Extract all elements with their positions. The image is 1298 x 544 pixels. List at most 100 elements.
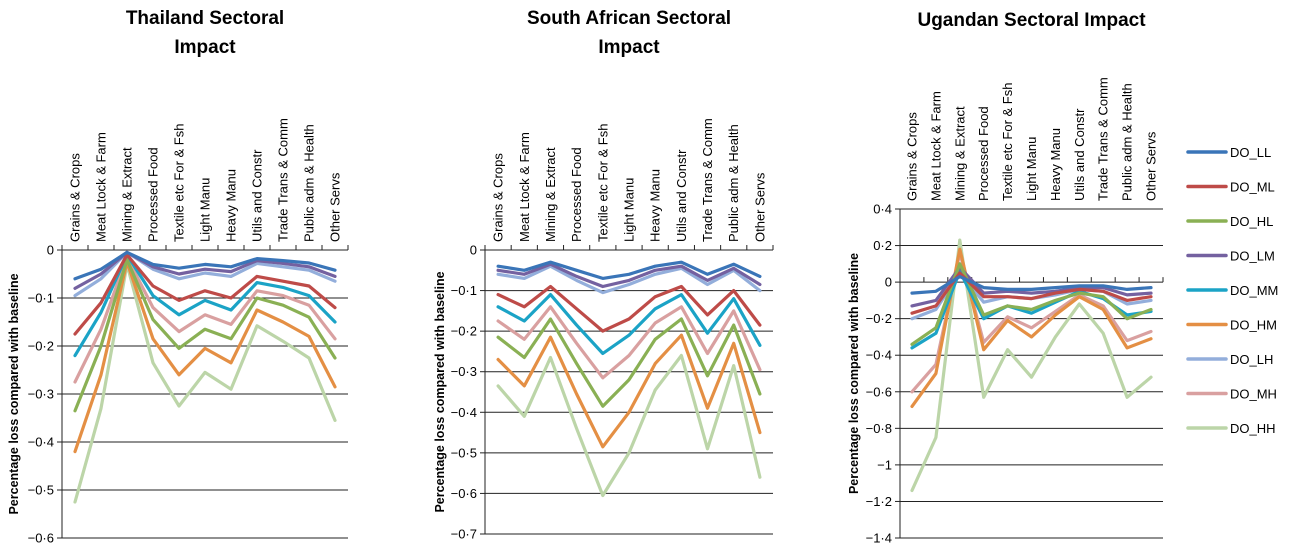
category-label: Trade Trans & Comm	[1096, 77, 1111, 201]
y-tick-label: −0·8	[866, 421, 892, 436]
category-label: Grains & Crops	[491, 153, 506, 242]
category-label: Grains & Crops	[904, 112, 919, 201]
series-line-do-ll	[73, 250, 337, 281]
series-line-do-mh	[910, 251, 1153, 394]
series-line-do-ml	[73, 253, 337, 336]
category-label: Heavy Manu	[224, 169, 239, 242]
category-label: Mining & Extract	[952, 106, 967, 201]
legend-label: DO_ML	[1230, 180, 1275, 195]
category-label: Utils and Constr	[1072, 108, 1087, 201]
legend-label: DO_MM	[1230, 283, 1278, 298]
series-line-do-hm	[73, 260, 337, 454]
category-label: Light Manu	[1024, 137, 1039, 201]
category-label: Textile etc For & Fsh	[1000, 83, 1015, 201]
legend-label: DO_MH	[1230, 387, 1277, 402]
legend-label: DO_HH	[1230, 421, 1276, 436]
category-label: Utils and Constr	[674, 149, 689, 242]
category-label: Light Manu	[622, 178, 637, 242]
y-tick-label: 0·4	[873, 202, 892, 217]
y-tick-label: −0·2	[451, 324, 477, 339]
y-tick-label: −0·4	[451, 405, 477, 420]
series-line-do-mh	[496, 305, 762, 380]
series-line-do-ll	[910, 275, 1153, 295]
y-tick-label: 0·2	[873, 238, 892, 253]
y-tick-label: −0·3	[451, 364, 477, 379]
series-line-do-hm	[496, 333, 762, 449]
y-tick-label: −0·5	[28, 483, 54, 498]
category-label: Other Servs	[328, 172, 343, 242]
category-label: Processed Food	[976, 106, 991, 201]
category-label: Meat Ltock & Farm	[94, 132, 109, 242]
legend-label: DO_HM	[1230, 318, 1277, 333]
category-label: Grains & Crops	[68, 153, 83, 242]
chart-3: Ugandan Sectoral Impact Percentage loss c…	[847, 10, 1164, 544]
chart-title: Impact	[598, 37, 660, 58]
category-label: Heavy Manu	[648, 169, 663, 242]
category-label: Public adm & Health	[302, 124, 317, 242]
chart-title: Impact	[174, 37, 236, 58]
chart-title: South African Sectoral	[527, 8, 731, 29]
y-tick-label: −0·6	[28, 531, 54, 544]
y-tick-label: −0·1	[451, 283, 477, 298]
category-label: Public adm & Health	[726, 124, 741, 242]
category-label: Utils and Constr	[250, 149, 265, 242]
y-tick-label: −0·4	[28, 435, 54, 450]
y-axis-label: Percentage loss compared with baseline	[433, 271, 447, 512]
series-line-do-lm	[910, 265, 1153, 308]
y-tick-label: −0·3	[28, 387, 54, 402]
chart-2: South African Sectoral Impact Percentage l…	[433, 8, 774, 542]
series-line-do-hh	[496, 353, 762, 498]
category-label: Other Servs	[1144, 131, 1159, 201]
series-line-do-hl	[496, 317, 762, 408]
legend-label: DO_LM	[1230, 249, 1275, 264]
series-line-do-lm	[496, 262, 762, 289]
y-tick-label: −0·5	[451, 445, 477, 460]
legend-label: DO_LL	[1230, 145, 1271, 160]
category-label: Public adm & Health	[1120, 83, 1135, 201]
y-tick-label: 0	[47, 243, 54, 258]
y-tick-label: −0·6	[866, 384, 892, 399]
series-line-do-hh	[73, 262, 337, 504]
category-label: Light Manu	[198, 178, 213, 242]
y-tick-label: −1·4	[866, 531, 892, 544]
category-label: Processed Food	[569, 147, 584, 242]
category-label: Mining & Extract	[120, 147, 135, 242]
y-tick-label: −0·2	[866, 311, 892, 326]
legend-label: DO_LH	[1230, 352, 1273, 367]
chart-1: Thailand Sectoral Impact Percentage loss c…	[7, 8, 349, 544]
y-tick-label: −1·2	[866, 494, 892, 509]
series-line-do-lh	[496, 264, 762, 295]
chart-title: Thailand Sectoral	[126, 8, 284, 29]
category-label: Trade Trans & Comm	[276, 118, 291, 242]
legend-label: DO_HL	[1230, 214, 1273, 229]
y-tick-label: −1	[877, 457, 892, 472]
category-label: Textile etc For & Fsh	[595, 124, 610, 242]
category-label: Meat Ltock & Farm	[517, 132, 532, 242]
category-label: Processed Food	[146, 147, 161, 242]
y-tick-label: 0	[885, 275, 892, 290]
category-label: Heavy Manu	[1048, 128, 1063, 201]
series-line-do-ml	[910, 271, 1153, 315]
series-line-do-ll	[496, 260, 762, 280]
category-label: Meat Ltock & Farm	[928, 91, 943, 201]
y-axis-label: Percentage loss compared with baseline	[847, 253, 861, 494]
series-line-do-hh	[910, 238, 1153, 493]
y-tick-label: 0	[470, 243, 477, 258]
category-label: Trade Trans & Comm	[700, 118, 715, 242]
y-tick-label: −0·4	[866, 348, 892, 363]
chart-title: Ugandan Sectoral Impact	[917, 10, 1146, 31]
legend: DO_LL DO_ML DO_HL DO_LM DO_MM DO_HM DO_LH DO_MH…	[1186, 145, 1278, 436]
series-line-do-mm	[496, 293, 762, 356]
y-tick-label: −0·1	[28, 291, 54, 306]
series-line-do-hl	[73, 258, 337, 413]
series-line-do-mh	[73, 255, 337, 384]
series-line-do-ml	[496, 284, 762, 333]
category-label: Mining & Extract	[543, 147, 558, 242]
category-label: Other Servs	[752, 172, 767, 242]
y-axis-label: Percentage loss compared with baseline	[7, 273, 21, 514]
category-label: Textile etc For & Fsh	[172, 124, 187, 242]
y-tick-label: −0·6	[451, 486, 477, 501]
y-tick-label: −0·2	[28, 339, 54, 354]
y-tick-label: −0·7	[451, 527, 477, 542]
